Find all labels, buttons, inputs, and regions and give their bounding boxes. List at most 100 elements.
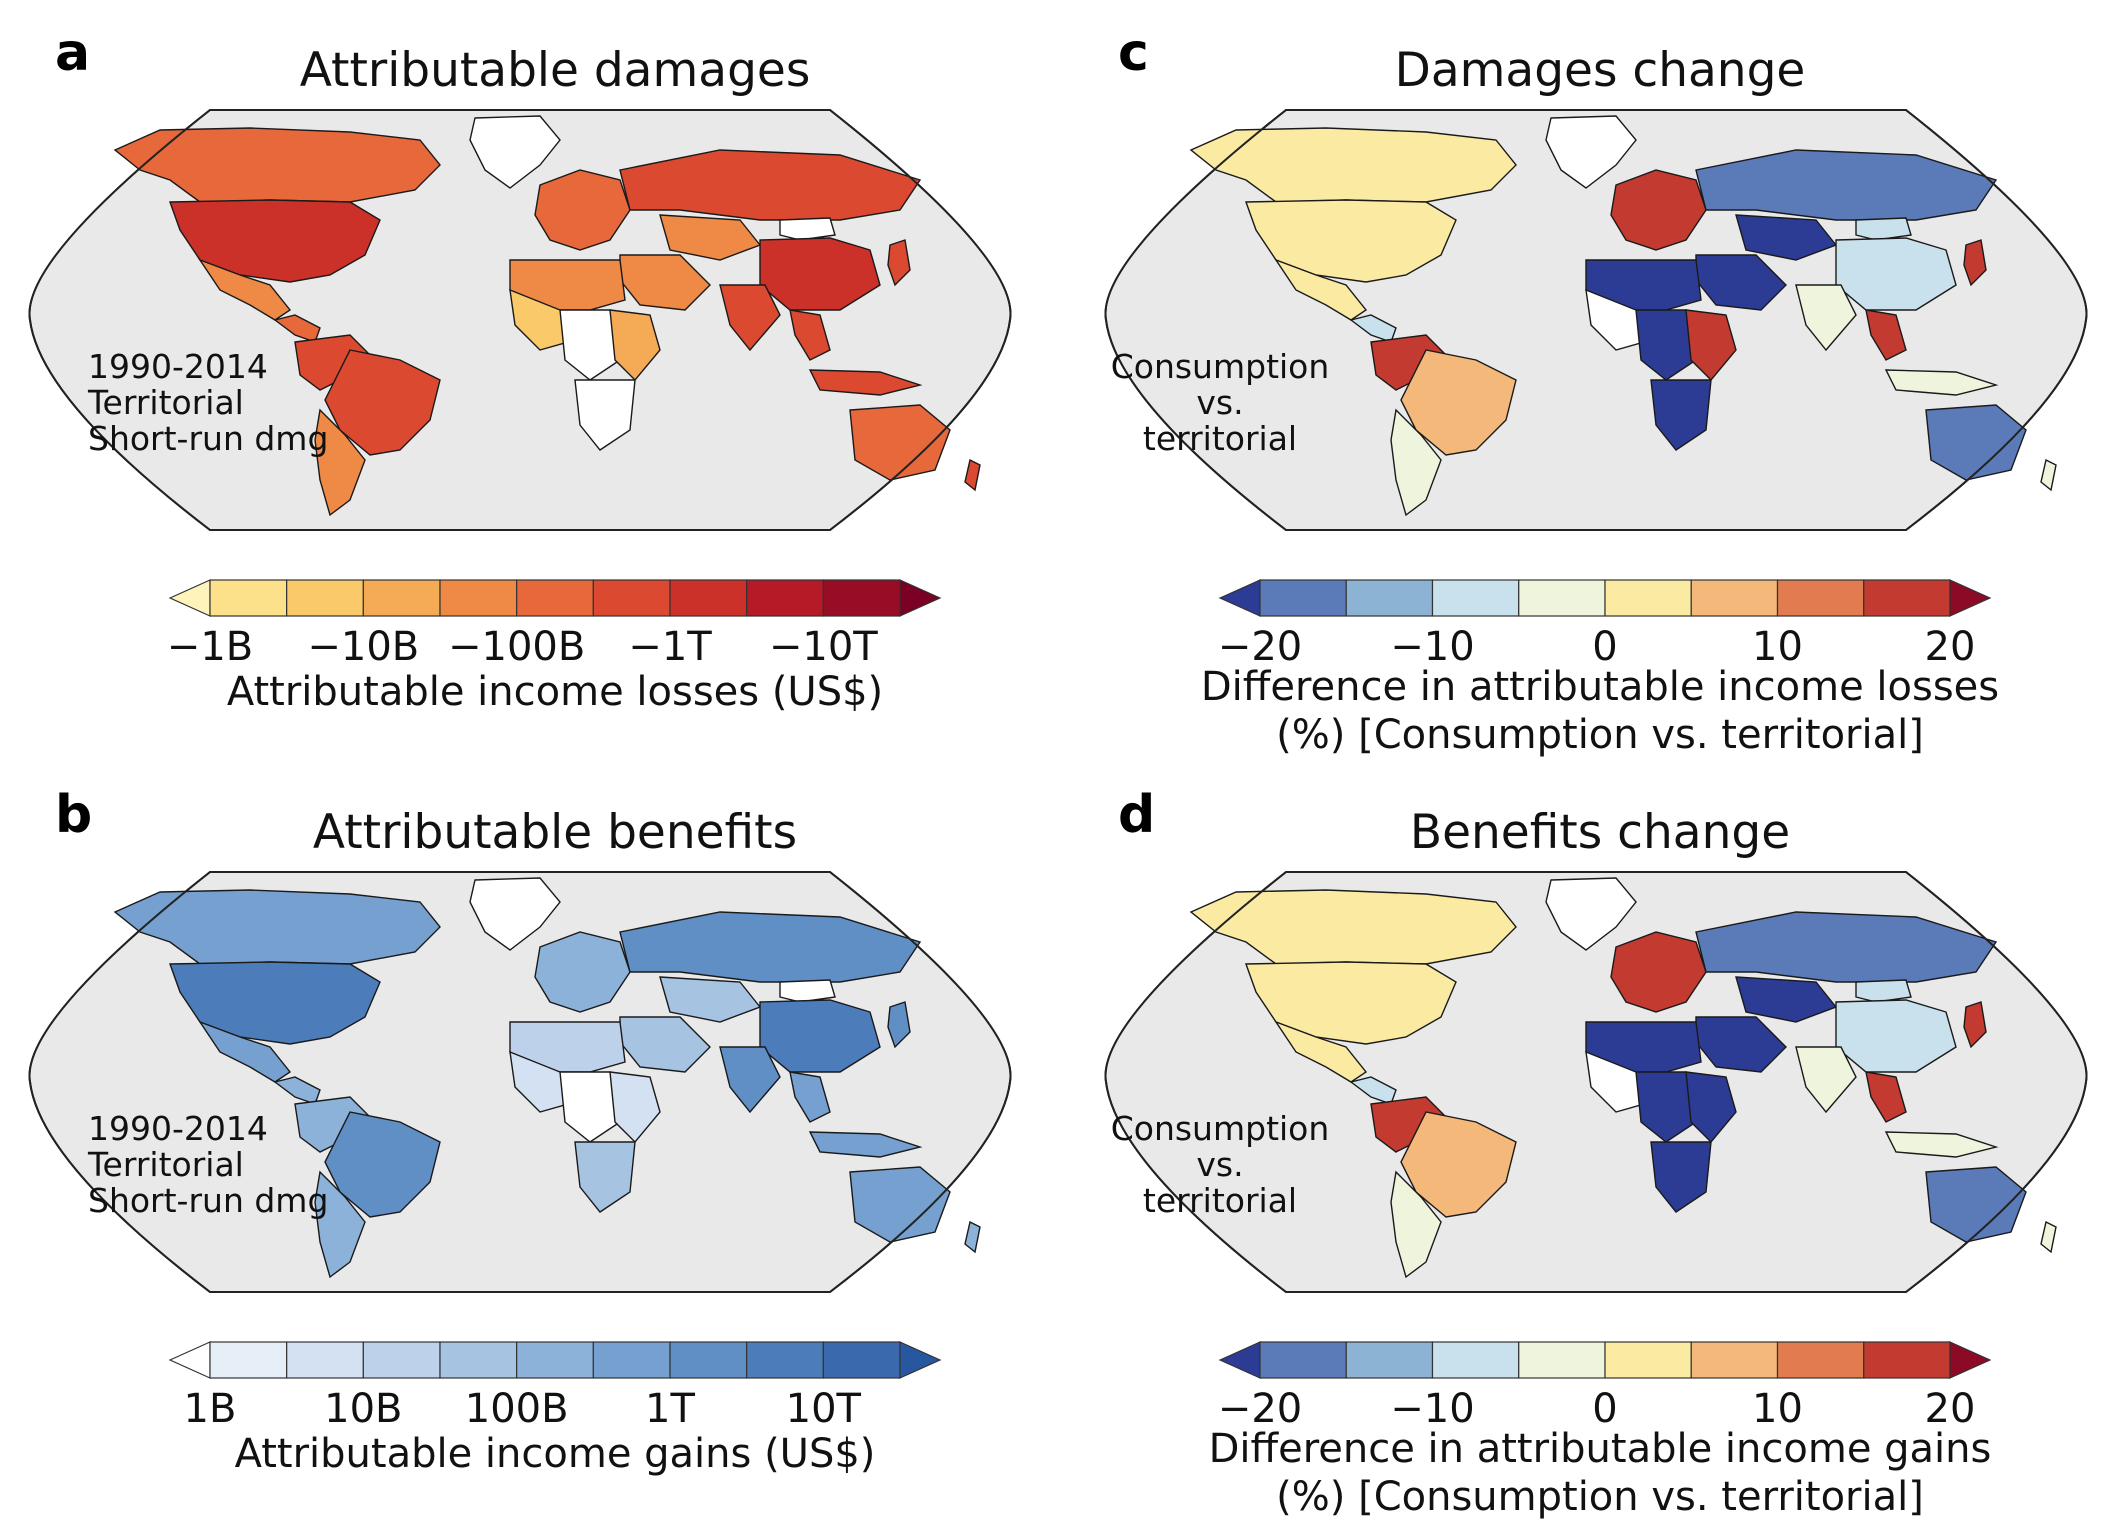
panel-letter: c	[1118, 23, 1149, 83]
colorbar-extend-low	[168, 1341, 211, 1379]
region-brazil	[1400, 1111, 1517, 1218]
region-mongolia	[779, 217, 836, 241]
region-indonesia	[808, 369, 923, 396]
region-canada	[113, 889, 441, 965]
colorbar-bin	[362, 579, 441, 617]
region-na	[169, 199, 381, 283]
region-sa-south	[314, 1170, 366, 1279]
region-europe	[1610, 169, 1707, 251]
world-map	[28, 871, 1012, 1293]
annotation-line: 1990-2014	[88, 1109, 268, 1148]
colorbar-bin	[1345, 579, 1434, 617]
colorbar-bin	[516, 1341, 594, 1379]
colorbar-extend-high	[899, 1341, 942, 1379]
colorbar-tick-label: 20	[1925, 1386, 1976, 1432]
region-central-asia	[1735, 976, 1838, 1023]
panel-d: d Benefits change Consumption vs. territ…	[1104, 785, 2088, 1520]
panel-c: c Damages change Consumption vs. territo…	[1104, 23, 2088, 758]
region-japan	[1963, 1001, 1987, 1049]
region-japan	[887, 1001, 911, 1049]
annotation-line: Consumption	[1111, 1109, 1330, 1148]
colorbar-tick-label: −100B	[448, 624, 585, 670]
colorbar-tick-label: −1T	[628, 624, 712, 670]
region-central-asia	[659, 976, 762, 1023]
region-brazil	[324, 349, 441, 456]
colorbar-extend-low	[1218, 579, 1261, 617]
map-outline	[1104, 109, 2088, 531]
map-outline	[28, 109, 1012, 531]
region-indonesia	[1884, 1131, 1999, 1158]
colorbar-tick-label: −10	[1390, 624, 1474, 670]
colorbar-tick-label: 10T	[786, 1386, 862, 1432]
world-map	[1104, 109, 2088, 531]
colorbar-bin	[669, 579, 748, 617]
region-canada	[1189, 127, 1517, 203]
colorbar-bin	[1345, 1341, 1434, 1379]
colorbar-tick-label: 10	[1752, 1386, 1803, 1432]
region-greenland	[1545, 877, 1637, 951]
panel-a: a Attributable damages 1990-2014 Territo…	[28, 23, 1012, 715]
colorbar-bin	[746, 1341, 824, 1379]
colorbar-bin	[1518, 1341, 1606, 1379]
period-annotation: 1990-2014 Territorial Short-run dmg	[87, 347, 328, 458]
colorbar-bin	[286, 1341, 364, 1379]
region-india	[1795, 284, 1857, 352]
region-nz	[2040, 458, 2057, 492]
colorbar-bin	[1259, 1341, 1347, 1379]
region-mexico	[1274, 258, 1368, 321]
colorbar-tick-label: −10T	[769, 624, 878, 670]
colorbar-extend-low	[168, 579, 211, 617]
colorbar-bin	[592, 579, 671, 617]
colorbar-tick-label: −10B	[307, 624, 419, 670]
region-india	[719, 1046, 781, 1114]
region-w-africa	[1585, 288, 1653, 351]
region-s-africa	[574, 379, 636, 451]
colorbar-label: Attributable income gains (US$)	[235, 1431, 876, 1477]
region-mongolia	[1855, 979, 1912, 1003]
colorbar-tick-label: 10	[1752, 624, 1803, 670]
region-e-africa	[609, 309, 661, 382]
colorbar-tick-label: 100B	[465, 1386, 569, 1432]
colorbar-tick-label: −20	[1218, 624, 1302, 670]
colorbar-label: (%) [Consumption vs. territorial]	[1276, 712, 1924, 758]
annotation-line: territorial	[1143, 1181, 1297, 1220]
region-nz	[964, 458, 981, 492]
colorbar: 1B 10B 100B 1T 10T	[168, 1341, 942, 1432]
region-japan	[887, 239, 911, 287]
colorbar-tick-label: −1B	[167, 624, 253, 670]
region-w-africa	[509, 1050, 577, 1113]
region-brazil	[324, 1111, 441, 1218]
panel-letter: b	[55, 785, 92, 845]
colorbar-bin	[209, 1341, 288, 1379]
region-e-africa	[609, 1071, 661, 1144]
region-central-am	[1349, 314, 1397, 343]
colorbar-bin	[669, 1341, 748, 1379]
region-sa-south	[1390, 408, 1442, 517]
annotation-line: vs.	[1196, 1145, 1243, 1184]
region-na	[169, 961, 381, 1045]
colorbar-extend-low	[1218, 1341, 1261, 1379]
region-e-africa	[1685, 1071, 1737, 1144]
colorbar-tick-label: 1T	[645, 1386, 695, 1432]
region-indonesia	[1884, 369, 1999, 396]
colorbar-tick-label: 0	[1592, 1386, 1617, 1432]
colorbar-tick-label: 0	[1592, 624, 1617, 670]
region-mexico	[198, 258, 292, 321]
colorbar-bin	[592, 1341, 671, 1379]
colorbar-bin	[822, 579, 901, 617]
region-c-africa	[559, 309, 621, 381]
region-nz	[2040, 1220, 2057, 1254]
region-greenland	[1545, 115, 1637, 189]
region-australia	[1925, 1166, 2027, 1243]
panel-title: Attributable benefits	[313, 805, 797, 860]
colorbar-bin	[1776, 579, 1865, 617]
colorbar-label: Attributable income losses (US$)	[227, 669, 883, 715]
region-c-africa	[1635, 1071, 1697, 1143]
colorbar-bin	[1518, 579, 1606, 617]
colorbar: −1B −10B −100B −1T −10T	[167, 579, 942, 670]
region-russia	[1695, 149, 1998, 221]
region-nz	[964, 1220, 981, 1254]
region-australia	[1925, 404, 2027, 481]
map-outline	[28, 871, 1012, 1293]
